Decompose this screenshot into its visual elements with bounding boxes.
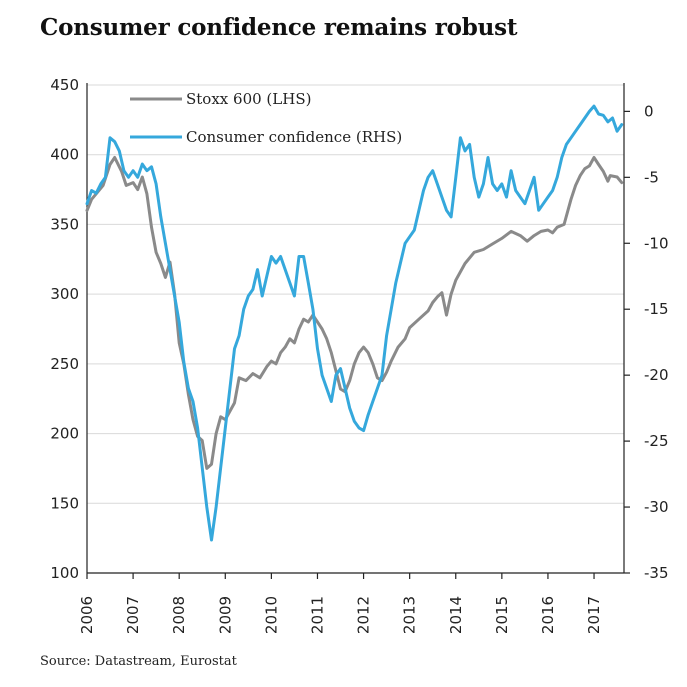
legend: Stoxx 600 (LHS) Consumer confidence (RHS… <box>130 90 402 146</box>
x-tick-label: 2014 <box>447 596 465 634</box>
x-tick-label: 2009 <box>216 596 234 634</box>
y-left-tick-label: 100 <box>50 564 79 582</box>
x-tick-label: 2015 <box>493 596 511 634</box>
legend-label-confidence: Consumer confidence (RHS) <box>186 128 402 146</box>
series-line-confidence <box>87 106 622 540</box>
y-left-tick-label: 450 <box>50 76 79 94</box>
gridlines <box>87 85 624 503</box>
y-left-tick-label: 200 <box>50 425 79 443</box>
x-tick-label: 2017 <box>585 596 603 634</box>
x-tick-label: 2007 <box>124 596 142 634</box>
x-tick-label: 2011 <box>308 596 326 634</box>
x-tick-label: 2006 <box>78 596 96 634</box>
y-right-tick-label: -35 <box>644 564 669 582</box>
y-right-tick-label: -25 <box>644 432 669 450</box>
x-tick-label: 2012 <box>355 596 373 634</box>
y-right-tick-label: -15 <box>644 300 669 318</box>
y-right-tick-label: -5 <box>644 168 659 186</box>
y-left-tick-label: 250 <box>50 355 79 373</box>
y-left-tick-label: 300 <box>50 285 79 303</box>
x-tick-label: 2008 <box>170 596 188 634</box>
y-left-tick-label: 150 <box>50 494 79 512</box>
y-right-tick-label: -10 <box>644 234 669 252</box>
y-right-tick-label: 0 <box>644 102 654 120</box>
x-tick-label: 2016 <box>539 596 557 634</box>
x-tick-label: 2010 <box>262 596 280 634</box>
legend-label-stoxx: Stoxx 600 (LHS) <box>186 90 311 108</box>
series <box>87 106 622 540</box>
y-left-tick-label: 350 <box>50 215 79 233</box>
line-chart: 100 150 200 250 300 350 400 450 0 -5 -10 -15 -20 -25 -… <box>0 0 687 687</box>
x-tick-label: 2013 <box>401 596 419 634</box>
y-right-tick-label: -20 <box>644 366 669 384</box>
y-left-tick-label: 400 <box>50 146 79 164</box>
source-note: Source: Datastream, Eurostat <box>40 654 237 669</box>
y-right-tick-label: -30 <box>644 498 669 516</box>
